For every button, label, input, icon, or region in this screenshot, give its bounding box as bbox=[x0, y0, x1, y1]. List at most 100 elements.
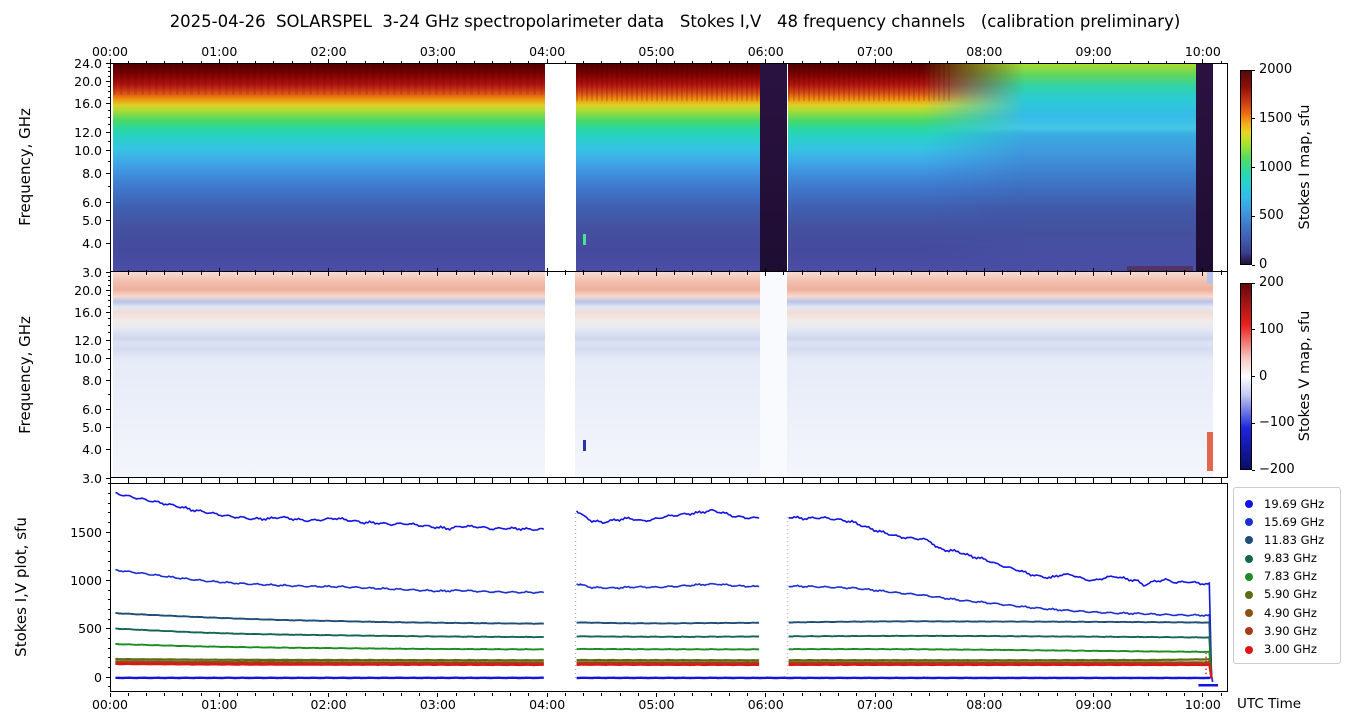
axis-tick bbox=[856, 60, 858, 63]
axis-tick bbox=[1129, 693, 1131, 696]
axis-tick bbox=[1074, 693, 1076, 696]
axis-tick bbox=[819, 478, 821, 481]
axis-tick bbox=[1111, 478, 1113, 481]
axis-tick bbox=[328, 269, 330, 275]
heatmap-feature bbox=[113, 64, 545, 96]
axis-tick bbox=[1074, 269, 1076, 275]
stokes-v-heatmap-panel bbox=[110, 272, 1228, 478]
axis-tick bbox=[747, 60, 748, 63]
axis-tick bbox=[182, 269, 184, 275]
axis-tick bbox=[400, 269, 402, 275]
axis-tick bbox=[564, 478, 566, 481]
series-line-5-90-ghz bbox=[788, 657, 1213, 679]
legend-marker bbox=[1245, 536, 1253, 545]
axis-tick bbox=[492, 60, 493, 63]
axis-tick bbox=[328, 480, 330, 483]
axis-tick bbox=[107, 449, 110, 450]
axis-tick bbox=[107, 541, 110, 543]
heatmap-segment bbox=[787, 64, 1197, 271]
axis-tick bbox=[801, 693, 803, 696]
x-axis-label: UTC Time bbox=[1237, 696, 1302, 712]
legend-item: 9.83 GHz bbox=[1234, 550, 1340, 568]
axis-tick bbox=[856, 693, 858, 696]
freq-tick-label: 20.0 bbox=[74, 73, 102, 89]
axis-tick bbox=[1147, 480, 1149, 483]
axis-tick bbox=[328, 478, 330, 481]
axis-tick bbox=[200, 269, 202, 275]
axis-tick bbox=[1252, 469, 1255, 471]
axis-tick bbox=[309, 60, 311, 63]
axis-tick bbox=[819, 480, 821, 483]
freq-tick-label: 5.0 bbox=[82, 213, 102, 229]
series-line-3-00-ghz bbox=[788, 663, 1213, 679]
axis-tick bbox=[437, 269, 439, 275]
axis-tick bbox=[437, 60, 439, 63]
axis-tick bbox=[510, 60, 512, 63]
axis-tick bbox=[455, 693, 457, 696]
axis-tick bbox=[107, 380, 110, 382]
axis-tick bbox=[929, 480, 931, 483]
time-tick-label-top: 04:00 bbox=[529, 44, 566, 59]
axis-tick bbox=[107, 186, 110, 188]
axis-tick bbox=[107, 522, 110, 524]
time-tick-label-top: 00:00 bbox=[91, 44, 129, 59]
axis-tick bbox=[364, 60, 366, 63]
axis-tick bbox=[419, 480, 421, 483]
axis-tick bbox=[1147, 693, 1149, 696]
axis-tick bbox=[107, 132, 110, 134]
axis-tick bbox=[382, 478, 384, 481]
axis-tick bbox=[107, 512, 110, 514]
colorbar-tick-label: −200 bbox=[1259, 462, 1295, 477]
colorbar-tick-label: 500 bbox=[1259, 208, 1284, 224]
axis-tick bbox=[145, 269, 147, 275]
freq-tick-label: 3.0 bbox=[82, 470, 102, 486]
axis-tick bbox=[1184, 60, 1186, 63]
time-tick-label-top: 07:00 bbox=[856, 44, 894, 59]
axis-tick bbox=[346, 269, 348, 275]
axis-tick bbox=[107, 124, 110, 126]
stokes-v-y-axis-label: Frequency, GHz bbox=[16, 316, 34, 434]
axis-tick bbox=[965, 60, 967, 63]
axis-tick bbox=[528, 269, 530, 275]
axis-tick bbox=[1038, 60, 1040, 63]
freq-tick-label: 10.0 bbox=[74, 143, 102, 159]
axis-tick bbox=[892, 269, 894, 275]
axis-tick bbox=[892, 693, 894, 696]
axis-tick bbox=[710, 693, 712, 696]
axis-tick bbox=[838, 693, 840, 696]
axis-tick bbox=[127, 693, 129, 696]
legend-item: 4.90 GHz bbox=[1234, 604, 1340, 622]
axis-tick bbox=[473, 60, 475, 63]
axis-tick bbox=[107, 275, 110, 277]
axis-tick bbox=[692, 478, 694, 481]
axis-tick bbox=[473, 693, 475, 696]
axis-tick bbox=[765, 478, 767, 481]
axis-tick bbox=[965, 269, 967, 275]
legend-item: 11.83 GHz bbox=[1234, 531, 1340, 549]
axis-tick bbox=[601, 693, 603, 696]
series-line-4-90-ghz bbox=[115, 660, 544, 664]
legend-label: 5.90 GHz bbox=[1264, 587, 1317, 602]
axis-tick bbox=[473, 269, 475, 275]
series-line-15-69-ghz bbox=[788, 584, 1214, 682]
axis-tick bbox=[382, 693, 384, 696]
axis-tick bbox=[583, 269, 585, 275]
axis-tick bbox=[564, 480, 566, 483]
axis-tick bbox=[107, 560, 110, 562]
axis-tick bbox=[528, 693, 530, 696]
freq-tick-label: 24.0 bbox=[74, 55, 102, 71]
axis-tick bbox=[419, 60, 421, 63]
time-tick-label-bottom: 10:00 bbox=[1184, 697, 1221, 712]
axis-tick bbox=[1220, 478, 1222, 481]
axis-tick bbox=[1111, 60, 1113, 63]
axis-tick bbox=[801, 478, 803, 481]
axis-tick bbox=[619, 60, 621, 63]
axis-tick bbox=[107, 150, 110, 152]
axis-tick bbox=[237, 480, 238, 483]
axis-tick bbox=[107, 318, 110, 320]
axis-tick bbox=[273, 693, 275, 696]
axis-tick bbox=[107, 284, 110, 286]
axis-tick bbox=[655, 693, 657, 696]
axis-tick bbox=[107, 332, 110, 334]
